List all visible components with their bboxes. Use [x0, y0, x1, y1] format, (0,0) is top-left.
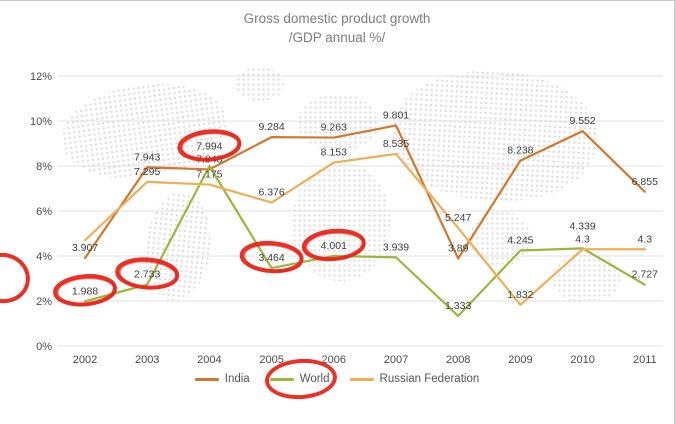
x-axis-tick-label: 2007	[384, 354, 408, 366]
legend-label-india: India	[224, 373, 250, 385]
data-label: 8.535	[383, 138, 409, 150]
data-label: 4.3	[637, 233, 652, 245]
chart-subtitle: /GDP annual %/	[288, 30, 386, 45]
map-region	[470, 211, 530, 266]
x-axis-tick-label: 2009	[508, 354, 532, 366]
series-line-india	[83, 124, 646, 260]
data-label: 5.247	[445, 212, 471, 224]
data-label: 3.907	[72, 242, 98, 254]
y-axis-tick-label: 8%	[36, 161, 52, 173]
chart-title-block: Gross domestic product growth /GDP annua…	[0, 9, 674, 47]
legend-label-world: World	[299, 373, 330, 385]
data-label: 7.994	[196, 140, 222, 152]
x-axis-tick-label: 2011	[633, 354, 657, 366]
chart-title: Gross domestic product growth	[243, 11, 431, 26]
map-region	[236, 67, 284, 101]
x-axis-tick-label: 2002	[73, 354, 97, 366]
data-label: 3.89	[448, 242, 469, 254]
series-line-russian-federation	[83, 152, 646, 306]
x-axis-tick-label: 2006	[322, 354, 346, 366]
data-label: 7.943	[134, 151, 160, 163]
data-label: 2.733	[134, 269, 160, 281]
data-label: 1.333	[445, 300, 471, 312]
series-line-world	[83, 165, 646, 318]
map-region	[298, 95, 378, 151]
data-label: 9.284	[258, 121, 284, 133]
legend-item-russian-federation[interactable]: Russian Federation	[349, 373, 480, 385]
data-label: 3.464	[258, 252, 284, 264]
data-label: 4.001	[321, 240, 347, 252]
data-label: 1.832	[507, 289, 533, 301]
data-label: 7.175	[196, 169, 222, 181]
data-label: 1.988	[72, 285, 98, 297]
legend-item-world[interactable]: World	[263, 356, 339, 402]
map-region	[552, 253, 620, 303]
x-axis-tick-label: 2003	[135, 354, 159, 366]
red-circle-annotation-stroke	[118, 260, 179, 289]
data-label: 4.339	[569, 220, 595, 232]
y-axis-tick-label: 12%	[30, 71, 52, 83]
red-circle-annotation-stroke	[305, 231, 366, 260]
data-label: 8.238	[507, 145, 533, 157]
data-label: 9.263	[321, 122, 347, 134]
data-label: 8.153	[321, 147, 347, 159]
data-label: 9.552	[569, 115, 595, 127]
russian-federation-line-swatch	[349, 377, 374, 381]
x-axis-tick-label: 2005	[259, 354, 283, 366]
y-axis-tick-label: 4%	[36, 251, 52, 263]
world-line-swatch	[269, 377, 294, 381]
chart-legend: India World Russian Federation	[0, 356, 674, 402]
x-axis-tick-label: 2008	[446, 354, 470, 366]
y-axis-tick-label: 6%	[36, 206, 52, 218]
y-axis-tick-label: 2%	[36, 296, 52, 308]
x-axis-tick-label: 2004	[197, 354, 221, 366]
data-label: 9.801	[383, 109, 409, 121]
data-label: 6.376	[258, 187, 284, 199]
legend-label-russian-federation: Russian Federation	[379, 373, 480, 385]
y-axis-tick-label: 0%	[36, 341, 52, 353]
red-circle-annotation-stroke	[180, 132, 241, 161]
red-circle-annotation-stroke	[243, 243, 303, 273]
data-label: 6.855	[632, 176, 658, 188]
y-axis-tick-label: 10%	[30, 116, 52, 128]
data-label: 3.939	[383, 241, 409, 253]
data-label: 4.3	[575, 233, 590, 245]
legend-item-india[interactable]: India	[194, 373, 250, 385]
data-label: 2.727	[632, 269, 658, 281]
data-label: 4.245	[507, 234, 533, 246]
x-axis-tick-label: 2010	[570, 354, 594, 366]
india-line-swatch	[194, 377, 219, 381]
data-label: 7.295	[134, 166, 160, 178]
red-circle-annotation-stroke	[56, 277, 117, 306]
